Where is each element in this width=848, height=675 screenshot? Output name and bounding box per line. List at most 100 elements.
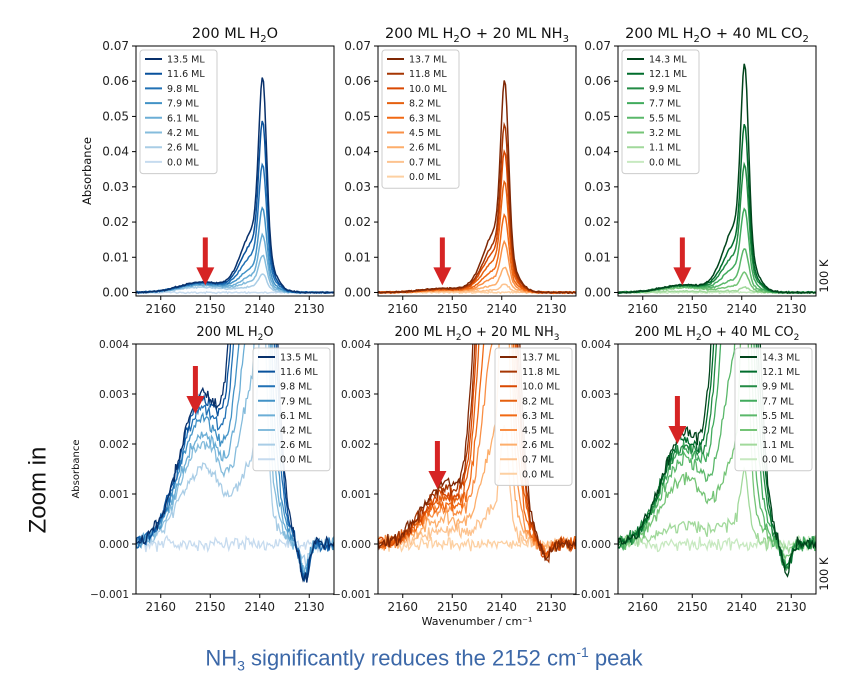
legend-label: 10.0 ML [522, 382, 560, 393]
legend-label: 2.6 ML [409, 143, 441, 154]
series-line [378, 533, 576, 553]
arrow-head [668, 426, 687, 444]
x-tick-label: 2160 [145, 600, 176, 614]
legend: 14.3 ML 12.1 ML 9.9 ML 7.7 ML 5.5 ML 3.2 ML 1.… [621, 49, 700, 175]
legend-label: 7.9 ML [280, 396, 312, 407]
legend-label: 12.1 ML [649, 69, 687, 80]
series-line [378, 239, 576, 295]
legend-label: 0.0 ML [649, 157, 681, 168]
arrow-annotation [668, 396, 687, 444]
legend: 13.7 ML 11.8 ML 10.0 ML 8.2 ML 6.3 ML 4.5 ML 2… [381, 49, 460, 189]
y-tick-label: 0.06 [344, 74, 371, 88]
legend-label: 12.1 ML [762, 367, 800, 378]
legend-label: 5.5 ML [649, 113, 681, 124]
x-tick-label: 2150 [437, 302, 468, 316]
arrow-shaft [434, 441, 440, 475]
chart-panel-top-middle: 2160 2150 2140 2130 0.00 0.01 0.02 0.03 0.04 0.05… [344, 26, 577, 316]
y-tick-label: 0.01 [344, 250, 371, 264]
y-tick-label: 0.04 [344, 145, 371, 159]
legend-label: 0.0 ML [762, 455, 794, 466]
x-tick-label: 2160 [387, 600, 418, 614]
legend-label: 0.0 ML [522, 469, 554, 480]
y-tick-label: 0.04 [584, 145, 611, 159]
legend-label: 11.6 ML [280, 367, 318, 378]
y-tick-label: 0.001 [99, 489, 129, 501]
chart-panel-bottom-right: 2160 2150 2140 2130 −0.001 0.000 0.001 0.002 0.0… [572, 325, 831, 614]
axes-frame [377, 45, 577, 297]
legend-label: 8.2 ML [522, 396, 554, 407]
legend-label: 11.8 ML [522, 367, 560, 378]
series-line [618, 248, 816, 295]
y-tick-label: 0.02 [344, 215, 371, 229]
legend-label: 4.2 ML [280, 426, 312, 437]
y-tick-label: 0.05 [102, 109, 129, 123]
y-tick-label: 0.07 [102, 39, 129, 53]
x-tick-label: 2150 [677, 302, 708, 316]
x-tick-label: 2130 [294, 600, 325, 614]
temperature-label: 100 K [817, 557, 831, 591]
series-line [136, 206, 334, 295]
legend-label: 7.7 ML [762, 396, 794, 407]
legend-box [381, 49, 460, 189]
series-line [378, 213, 576, 295]
arrow-shaft [674, 396, 680, 430]
legend-label: 5.5 ML [762, 411, 794, 422]
x-tick-label: 2160 [387, 302, 418, 316]
arrow-shaft [439, 237, 445, 272]
y-tick-label: −0.001 [572, 589, 611, 601]
series-group [618, 344, 816, 578]
legend-label: 14.3 ML [762, 353, 800, 364]
legend-label: 1.1 ML [762, 440, 794, 451]
y-tick-label: 0.002 [581, 439, 611, 451]
x-tick-label: 2150 [677, 600, 708, 614]
y-tick-label: −0.001 [90, 589, 129, 601]
chart-panel-bottom-middle: 2160 2150 2140 2130 −0.001 0.000 0.001 0.002 0.0… [332, 325, 577, 628]
arrow-head [186, 396, 205, 414]
y-tick-label: 0.00 [344, 285, 371, 299]
x-tick-label: 2130 [776, 302, 807, 316]
y-tick-label: 0.003 [581, 389, 611, 401]
arrow-head [433, 267, 452, 286]
legend-label: 10.0 ML [409, 84, 447, 95]
panel-title: 200 ML H2O [192, 26, 278, 45]
x-tick-label: 2140 [486, 600, 517, 614]
zoom-in-label: Zoom in [24, 446, 52, 534]
y-tick-label: 0.01 [102, 250, 129, 264]
y-tick-label: 0.07 [344, 39, 371, 53]
y-tick-label: −0.001 [332, 589, 371, 601]
legend-label: 9.8 ML [280, 382, 312, 393]
axes-frame [135, 45, 335, 297]
arrow-annotation [673, 237, 692, 286]
y-tick-label: 0.000 [581, 539, 611, 551]
x-tick-label: 2130 [294, 302, 325, 316]
y-tick-label: 0.04 [102, 145, 129, 159]
legend-label: 7.9 ML [167, 99, 199, 110]
y-tick-label: 0.00 [584, 285, 611, 299]
legend-label: 11.6 ML [167, 69, 205, 80]
series-line [378, 344, 576, 562]
x-tick-label: 2150 [437, 600, 468, 614]
arrow-annotation [433, 237, 452, 286]
series-line [618, 465, 816, 555]
axes-frame [617, 343, 817, 595]
series-line [378, 344, 576, 564]
series-line [136, 254, 334, 294]
legend-box [734, 347, 813, 472]
y-tick-label: 0.01 [584, 250, 611, 264]
legend-label: 6.3 ML [409, 113, 441, 124]
y-tick-label: 0.05 [584, 109, 611, 123]
y-tick-label: 0.002 [341, 439, 371, 451]
legend-label: 1.1 ML [649, 143, 681, 154]
series-line [136, 534, 334, 554]
arrow-annotation [428, 441, 447, 489]
legend-label: 0.7 ML [522, 455, 554, 466]
legend-label: 2.6 ML [167, 143, 199, 154]
x-tick-label: 2130 [536, 600, 567, 614]
temperature-label: 100 K [817, 259, 831, 293]
series-group [136, 344, 334, 583]
y-tick-label: 0.000 [99, 539, 129, 551]
legend: 14.3 ML 12.1 ML 9.9 ML 7.7 ML 5.5 ML 3.2 ML 1.… [734, 347, 813, 472]
axes-frame [377, 343, 577, 595]
legend-label: 13.7 ML [409, 55, 447, 66]
x-axis-label: Wavenumber / cm⁻¹ [422, 615, 533, 628]
